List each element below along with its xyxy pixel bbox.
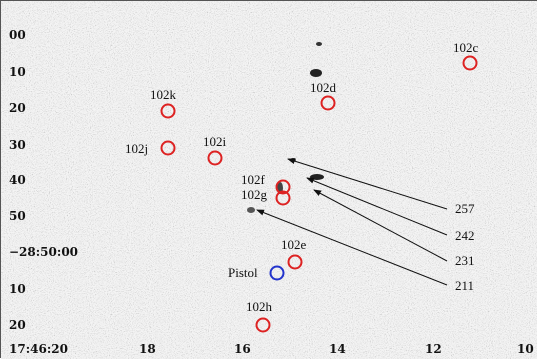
- source-circle-102i: [207, 150, 223, 166]
- source-label-pistol: Pistol: [228, 265, 258, 280]
- source-label-102i: 102i: [203, 134, 227, 149]
- arrow-242: [306, 177, 448, 236]
- pointer-label-211: 211: [455, 278, 475, 293]
- source-label-102h: 102h: [246, 299, 272, 314]
- arrow-257: [287, 158, 448, 210]
- source-circle-102g: [275, 190, 291, 206]
- arrow-231: [313, 189, 448, 262]
- y-axis-label: 20: [9, 101, 26, 115]
- x-axis-label: 10: [517, 342, 534, 356]
- pointer-arrows: [256, 158, 448, 286]
- source-label-102d: 102d: [310, 80, 336, 95]
- source-label-102f: 102f: [241, 172, 265, 187]
- source-circle-102j: [160, 140, 176, 156]
- pointer-label-257: 257: [455, 201, 475, 216]
- y-axis-label: 50: [9, 209, 26, 223]
- y-axis-label: 10: [9, 282, 26, 296]
- source-label-102k: 102k: [150, 87, 176, 102]
- source-circle-102f: [275, 179, 291, 195]
- y-axis-label: 40: [9, 173, 26, 187]
- dark-spot: [310, 69, 322, 77]
- y-axis-label: 20: [9, 318, 26, 332]
- x-axis-label: 12: [425, 342, 442, 356]
- x-axis-label: 18: [139, 342, 156, 356]
- source-label-102e: 102e: [281, 237, 307, 252]
- dark-spot: [310, 174, 324, 180]
- y-axis-label: 10: [9, 65, 26, 79]
- source-label-102g: 102g: [241, 187, 267, 202]
- dark-spot: [247, 207, 255, 213]
- dark-spot: [316, 42, 322, 46]
- source-label-102c: 102c: [453, 40, 479, 55]
- x-axis-label: 14: [329, 342, 346, 356]
- source-circle-102k: [160, 103, 176, 119]
- pointer-label-231: 231: [455, 253, 475, 268]
- y-axis-label: 00: [9, 28, 26, 42]
- source-circle-102d: [320, 95, 336, 111]
- y-axis-label: 30: [9, 138, 26, 152]
- pointer-label-242: 242: [455, 228, 475, 243]
- x-axis-label: 16: [234, 342, 251, 356]
- source-circles: [160, 55, 478, 333]
- y-axis-label: −28:50:00: [9, 245, 79, 259]
- source-label-102j: 102j: [125, 141, 149, 156]
- source-circle-102c: [462, 55, 478, 71]
- source-circle-pistol: [269, 265, 285, 281]
- x-axis-label: 17:46:20: [9, 342, 68, 356]
- source-circle-102e: [287, 254, 303, 270]
- arrow-211: [256, 209, 448, 286]
- source-circle-102h: [255, 317, 271, 333]
